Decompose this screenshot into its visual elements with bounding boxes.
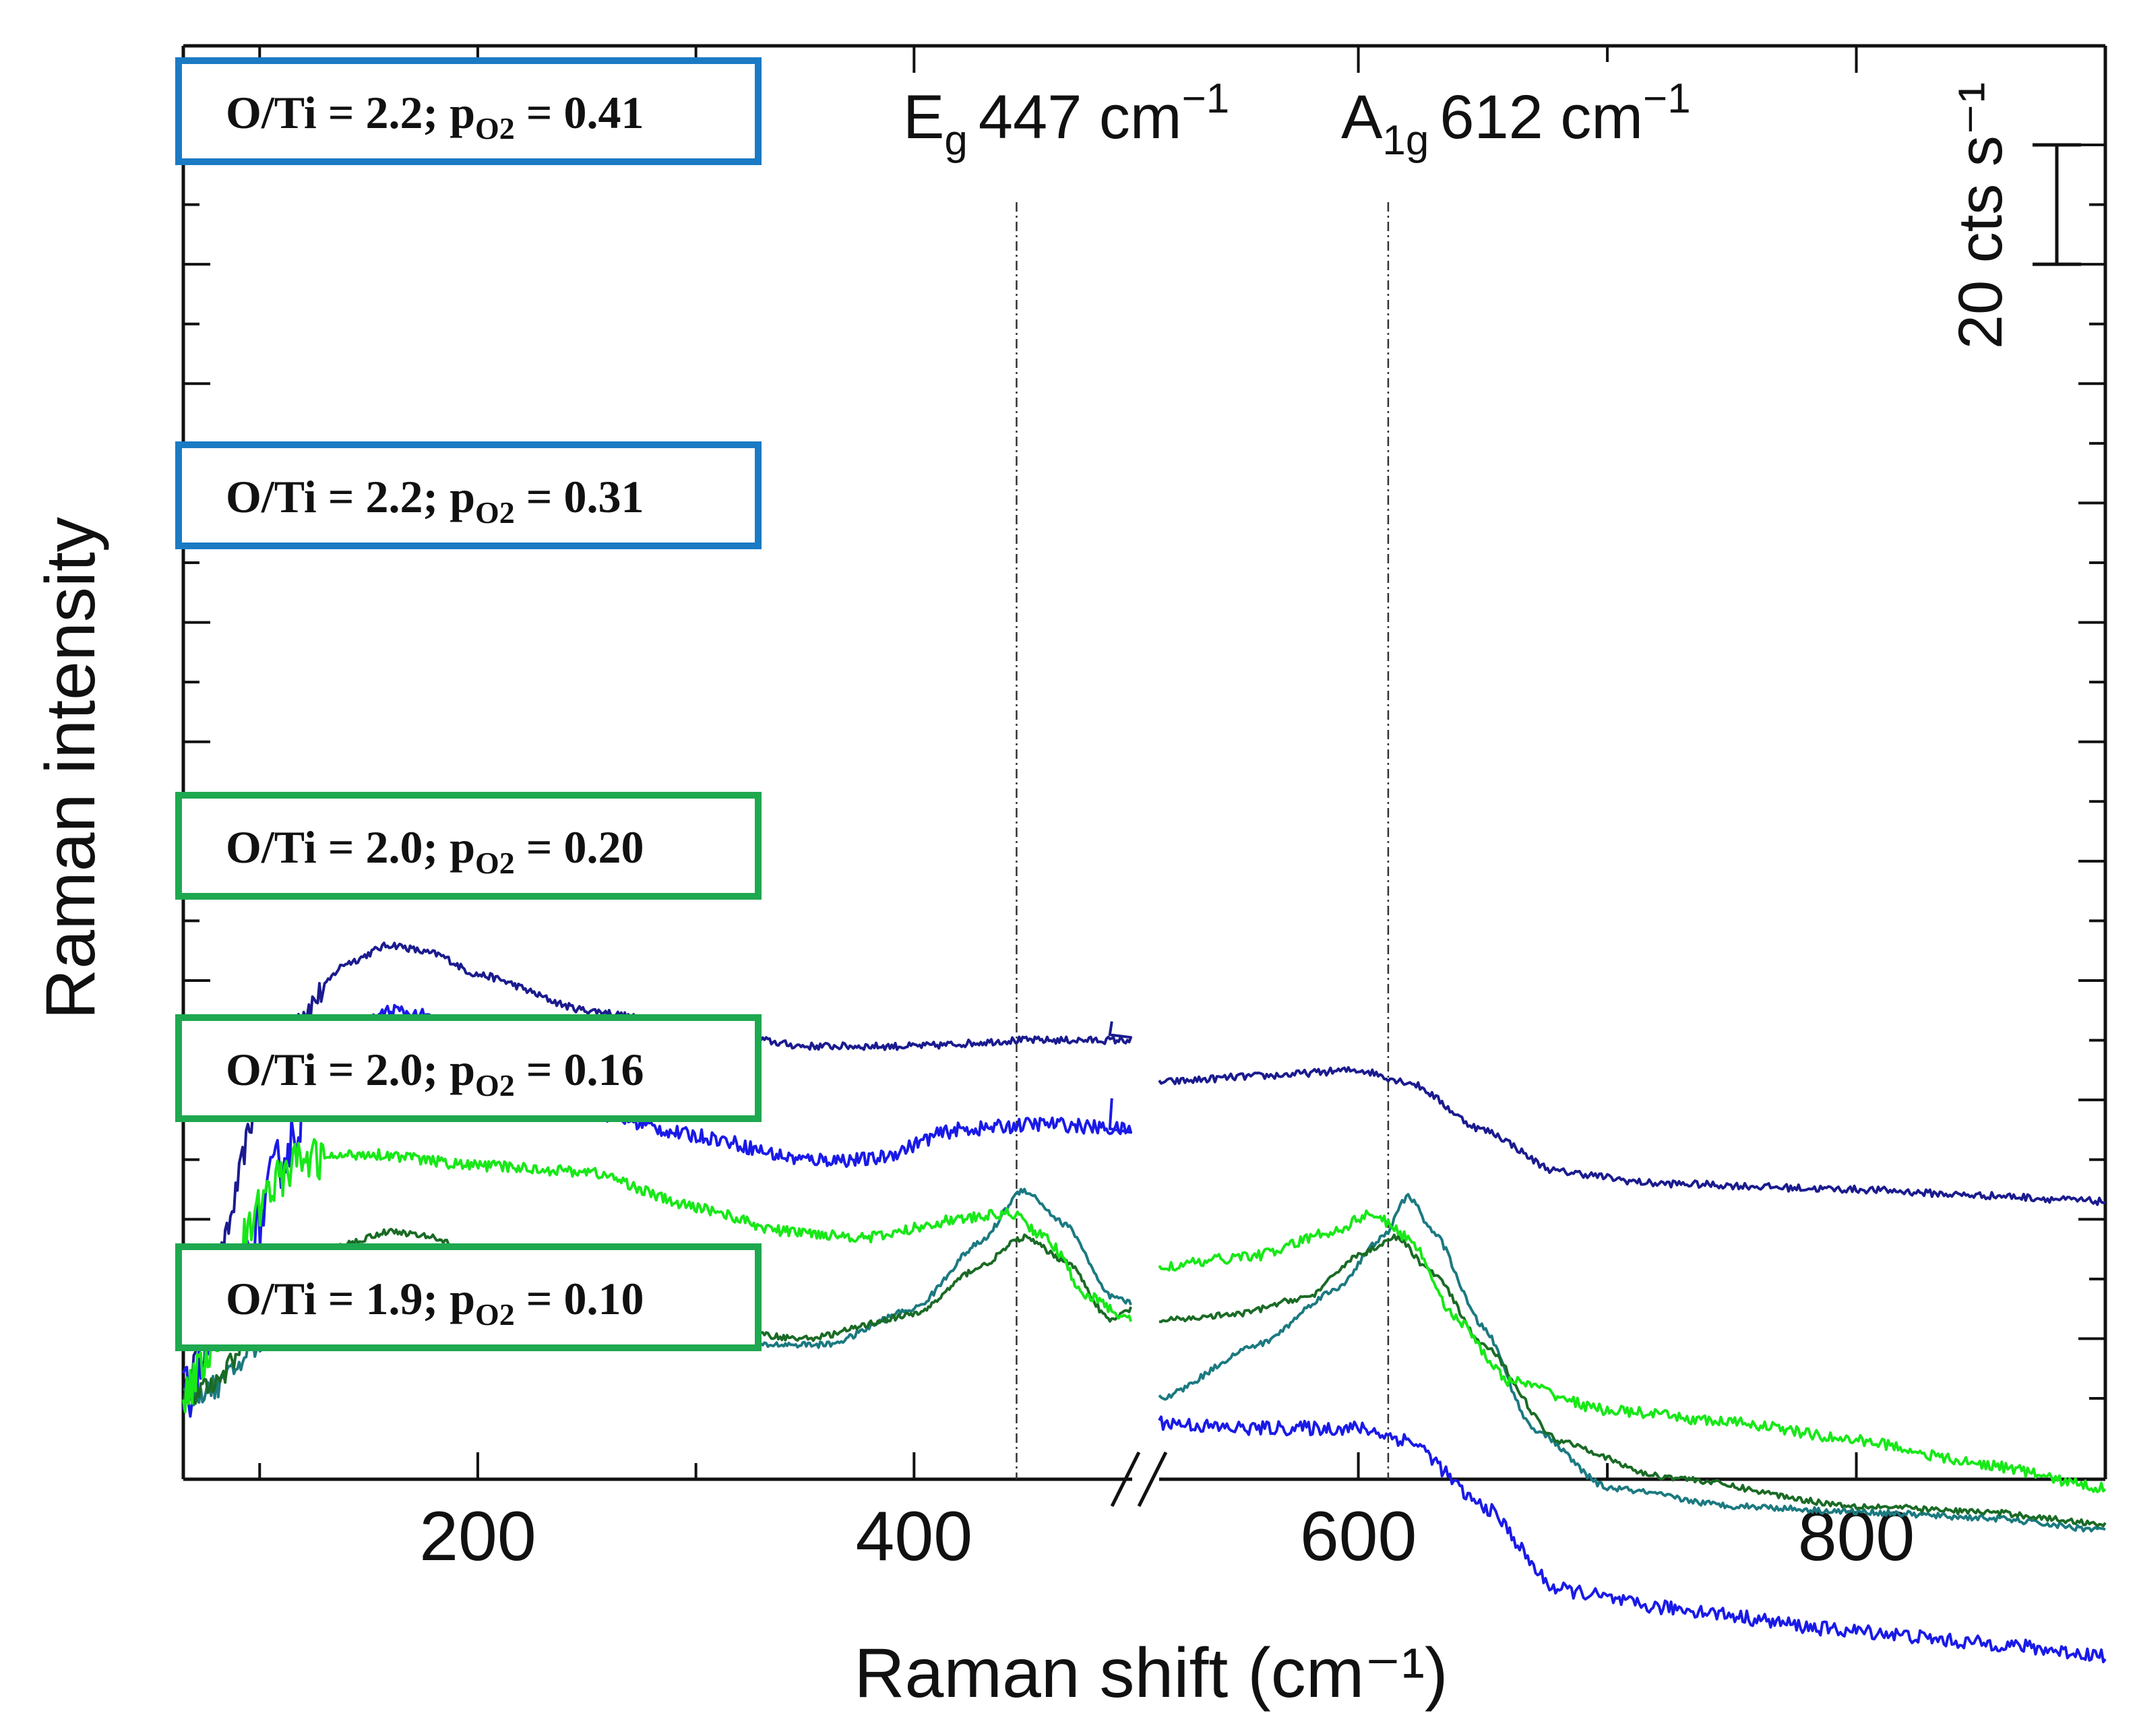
- series-line-5-high: [1158, 1209, 2107, 1493]
- legend-item-4: O/Ti = 2.0; pO2 = 0.16: [175, 1014, 762, 1122]
- x-tick-label: 200: [419, 1497, 536, 1576]
- legend-item-2: O/Ti = 2.2; pO2 = 0.31: [175, 441, 762, 549]
- legend-item-5: O/Ti = 1.9; pO2 = 0.10: [175, 1243, 762, 1351]
- peak-a1g-value: 612 cm: [1439, 83, 1643, 152]
- legend-label: O/Ti = 2.2; pO2 = 0.41: [226, 87, 644, 146]
- break-slash-2: [1137, 1451, 1168, 1508]
- peak-eg-subscript: g: [944, 117, 967, 164]
- legend-box: [175, 441, 762, 549]
- peak-label-eg: Eg 447 cm−1: [903, 75, 1229, 164]
- peak-annotations: Eg 447 cm−1 A1g 612 cm−1: [903, 75, 1691, 164]
- legend-box: [175, 792, 762, 900]
- x-tick-label: 400: [856, 1497, 973, 1576]
- axis-labels: Raman shift (cm⁻¹) Raman intensity: [32, 517, 1448, 1712]
- legend-label: O/Ti = 2.0; pO2 = 0.20: [226, 822, 644, 880]
- legend-box: [175, 57, 762, 165]
- series-line-5-low: [182, 1138, 1133, 1413]
- series-line-1-high: [1158, 1065, 2106, 1206]
- peak-eg-superscript: −1: [1182, 75, 1230, 122]
- legend-label: O/Ti = 1.9; pO2 = 0.10: [226, 1273, 644, 1332]
- series-line-4-high: [1158, 1233, 2107, 1528]
- legend-label: O/Ti = 2.2; pO2 = 0.31: [226, 471, 644, 530]
- peak-eg-value: 447 cm: [979, 83, 1182, 152]
- peak-a1g-superscript: −1: [1643, 75, 1691, 122]
- series-line-3-high: [1158, 1193, 2106, 1532]
- y-axis-label: Raman intensity: [32, 517, 110, 1020]
- peak-guide-lines: [1016, 202, 1390, 1479]
- peak-a1g-symbol: A: [1341, 83, 1383, 152]
- scale-bar: 20 cts s⁻¹: [1946, 82, 2081, 349]
- break-slash-1: [1110, 1451, 1141, 1508]
- axis-break-marker: [1110, 1451, 1168, 1508]
- legend-box: [175, 1243, 762, 1351]
- legend: O/Ti = 2.2; pO2 = 0.41 O/Ti = 2.2; pO2 = …: [175, 57, 762, 1351]
- x-axis-label: Raman shift (cm⁻¹): [854, 1634, 1448, 1712]
- legend-box: [175, 1014, 762, 1122]
- peak-eg-symbol: E: [903, 83, 944, 152]
- x-tick-label: 600: [1300, 1497, 1417, 1576]
- legend-item-1: O/Ti = 2.2; pO2 = 0.41: [175, 57, 762, 165]
- series-line-2-high: [1158, 1415, 2107, 1664]
- plot-frame: [181, 44, 2107, 1481]
- peak-a1g-subscript: 1g: [1382, 117, 1429, 164]
- legend-label: O/Ti = 2.0; pO2 = 0.16: [226, 1044, 644, 1103]
- scale-bar-label: 20 cts s⁻¹: [1946, 82, 2015, 349]
- axis-ticks: 200 400 600 800: [183, 46, 2107, 1576]
- legend-item-3: O/Ti = 2.0; pO2 = 0.20: [175, 792, 762, 900]
- peak-label-a1g: A1g 612 cm−1: [1341, 75, 1691, 164]
